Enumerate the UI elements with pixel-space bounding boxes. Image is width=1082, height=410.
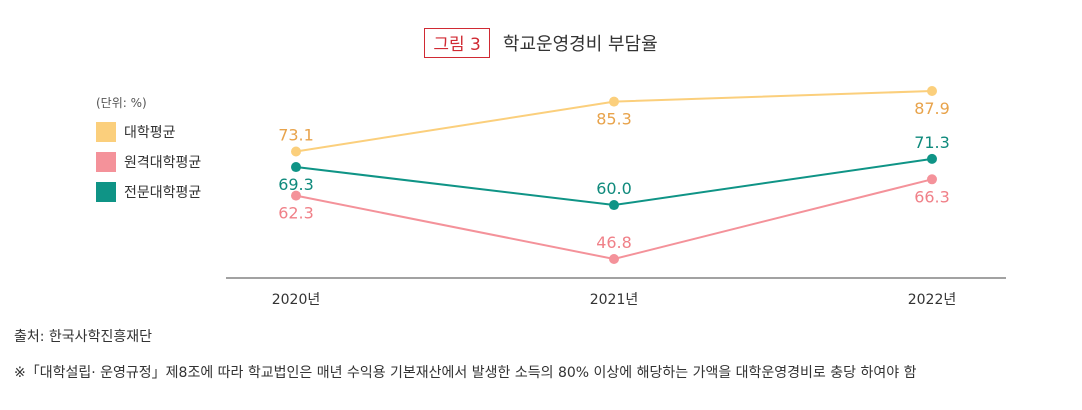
data-point <box>291 146 301 157</box>
legend-swatch <box>96 122 116 142</box>
data-point <box>291 190 301 201</box>
data-label: 73.1 <box>278 125 314 144</box>
legend-swatch <box>96 182 116 202</box>
data-point <box>927 153 937 164</box>
legend-label: 대학평균 <box>124 125 176 141</box>
legend-item-college: 전문대학평균 <box>96 177 201 207</box>
footnote: ※「대학설립· 운영규정」제8조에 따라 학교법인은 매년 수익용 기본재산에서… <box>14 365 917 381</box>
data-label: 66.3 <box>914 187 950 206</box>
data-label: 62.3 <box>278 204 314 223</box>
data-label: 46.8 <box>596 233 632 252</box>
data-point <box>927 174 937 185</box>
data-label: 69.3 <box>278 175 314 194</box>
legend-item-university: 대학평균 <box>96 117 201 147</box>
x-tick-label: 2021년 <box>590 292 639 308</box>
data-point <box>609 200 619 211</box>
data-point <box>291 162 301 173</box>
chart-title: 학교운영경비 부담율 <box>502 34 658 55</box>
data-point <box>609 96 619 107</box>
legend-swatch <box>96 152 116 172</box>
data-label: 60.0 <box>596 179 632 198</box>
x-tick-label: 2022년 <box>908 292 957 308</box>
data-point <box>927 86 937 96</box>
data-label: 71.3 <box>914 133 950 152</box>
legend-label: 원격대학평균 <box>124 155 202 171</box>
legend: (단위: %) 대학평균 원격대학평균 전문대학평균 <box>96 94 201 207</box>
figure-label: 그림 3 <box>424 28 490 58</box>
legend-item-cyber-university: 원격대학평균 <box>96 147 201 177</box>
unit-label: (단위: %) <box>96 96 147 110</box>
figure-title: 그림 3 학교운영경비 부담율 <box>0 28 1082 58</box>
data-point <box>609 254 619 264</box>
source-text: 출처: 한국사학진흥재단 <box>14 329 152 345</box>
x-tick-label: 2020년 <box>272 292 321 308</box>
data-label: 87.9 <box>914 99 950 118</box>
legend-label: 전문대학평균 <box>124 185 202 201</box>
data-label: 85.3 <box>596 110 632 129</box>
